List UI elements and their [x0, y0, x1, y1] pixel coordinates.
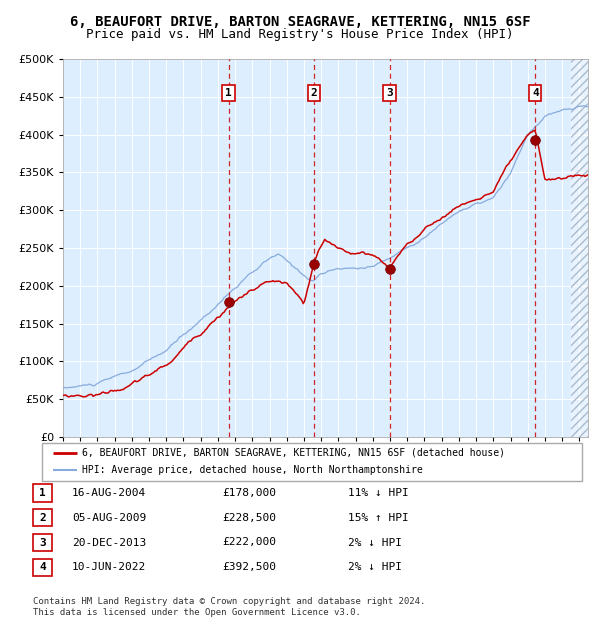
- Text: 05-AUG-2009: 05-AUG-2009: [72, 513, 146, 523]
- Text: 6, BEAUFORT DRIVE, BARTON SEAGRAVE, KETTERING, NN15 6SF (detached house): 6, BEAUFORT DRIVE, BARTON SEAGRAVE, KETT…: [83, 448, 505, 458]
- Bar: [571, 59, 588, 437]
- Text: 2: 2: [39, 513, 46, 523]
- Text: £228,500: £228,500: [222, 513, 276, 523]
- Text: £392,500: £392,500: [222, 562, 276, 572]
- Text: £222,000: £222,000: [222, 538, 276, 547]
- Text: HPI: Average price, detached house, North Northamptonshire: HPI: Average price, detached house, Nort…: [83, 465, 423, 475]
- Text: 2% ↓ HPI: 2% ↓ HPI: [348, 562, 402, 572]
- Text: 15% ↑ HPI: 15% ↑ HPI: [348, 513, 409, 523]
- Bar: [571, 59, 588, 437]
- Text: 11% ↓ HPI: 11% ↓ HPI: [348, 488, 409, 498]
- Text: 1: 1: [225, 88, 232, 98]
- Text: 10-JUN-2022: 10-JUN-2022: [72, 562, 146, 572]
- Text: 3: 3: [386, 88, 393, 98]
- Text: 16-AUG-2004: 16-AUG-2004: [72, 488, 146, 498]
- Text: 20-DEC-2013: 20-DEC-2013: [72, 538, 146, 547]
- Text: 2% ↓ HPI: 2% ↓ HPI: [348, 538, 402, 547]
- Text: 1: 1: [39, 488, 46, 498]
- Text: 4: 4: [532, 88, 539, 98]
- Text: 4: 4: [39, 562, 46, 572]
- Text: 2: 2: [311, 88, 317, 98]
- Text: 6, BEAUFORT DRIVE, BARTON SEAGRAVE, KETTERING, NN15 6SF: 6, BEAUFORT DRIVE, BARTON SEAGRAVE, KETT…: [70, 16, 530, 30]
- Text: Contains HM Land Registry data © Crown copyright and database right 2024.
This d: Contains HM Land Registry data © Crown c…: [33, 598, 425, 617]
- Text: Price paid vs. HM Land Registry's House Price Index (HPI): Price paid vs. HM Land Registry's House …: [86, 28, 514, 41]
- Text: £178,000: £178,000: [222, 488, 276, 498]
- Text: 3: 3: [39, 538, 46, 547]
